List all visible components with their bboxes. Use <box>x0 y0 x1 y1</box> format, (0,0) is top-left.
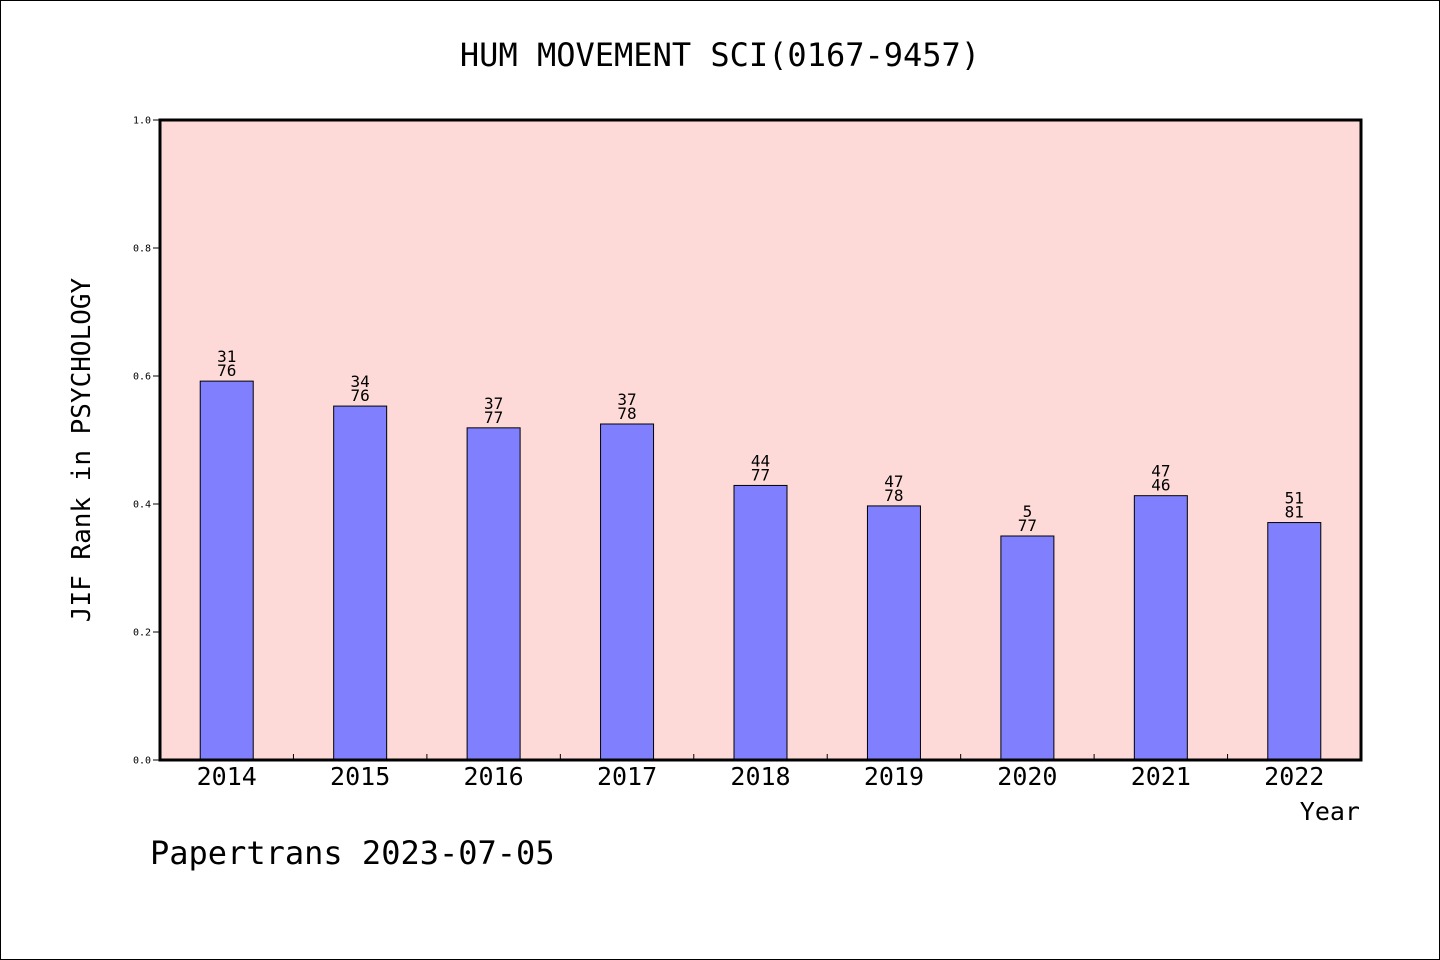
x-tick-label: 2019 <box>864 762 924 791</box>
x-tick-label: 2022 <box>1264 762 1324 791</box>
bar-2015 <box>333 405 388 761</box>
bar-label-rank: 31 <box>217 347 236 366</box>
bar-2020 <box>1000 535 1055 761</box>
bar-label-rank: 47 <box>1151 462 1170 481</box>
y-tick-label: 0.6 <box>133 372 151 383</box>
bar-label-total: 77 <box>751 465 770 484</box>
x-tick-label: 2021 <box>1131 762 1191 791</box>
y-tick-label: 0.0 <box>133 756 151 767</box>
bar-label-total: 76 <box>217 361 236 380</box>
plot-border <box>158 118 1363 762</box>
x-axis-label: Year <box>1300 797 1360 826</box>
bar-label-total: 78 <box>617 404 636 423</box>
bar-2021 <box>1133 495 1188 761</box>
y-tick-label: 0.2 <box>133 628 151 639</box>
bar-label-rank: 34 <box>351 372 370 391</box>
bar-label-total: 77 <box>484 408 503 427</box>
bar-label-rank: 47 <box>884 472 903 491</box>
bar-2018 <box>733 484 788 761</box>
bar-label-total: 77 <box>1018 516 1037 535</box>
x-tick-label: 2016 <box>464 762 524 791</box>
bar-label-rank: 51 <box>1285 489 1304 508</box>
bar-label-rank: 5 <box>1023 502 1033 521</box>
bar-label-rank: 44 <box>751 451 770 470</box>
chart-title: HUM MOVEMENT SCI(0167-9457) <box>460 36 980 74</box>
bar-label-total: 46 <box>1151 476 1170 495</box>
x-tick-label: 2017 <box>597 762 657 791</box>
bar-2019 <box>866 505 921 761</box>
y-axis-ticks: 0.0 0.2 0.4 0.6 0.8 1.0 <box>133 116 160 767</box>
footer-credit: Papertrans 2023-07-05 <box>150 834 555 872</box>
x-tick-label: 2014 <box>197 762 257 791</box>
bar-label-rank: 37 <box>484 394 503 413</box>
y-tick-label: 0.8 <box>133 244 151 255</box>
bar-2022 <box>1267 522 1322 761</box>
bar-label-total: 81 <box>1285 503 1304 522</box>
bar-2014 <box>199 380 254 761</box>
bar-2016 <box>466 427 521 761</box>
x-tick-label: 2015 <box>330 762 390 791</box>
y-tick-label: 0.4 <box>133 500 151 511</box>
y-tick-label: 1.0 <box>133 116 151 127</box>
bar-2017 <box>600 423 655 761</box>
x-axis-ticks: 2014 2015 2016 2017 2018 2019 2020 2021 2022 <box>197 754 1324 791</box>
x-tick-label: 2020 <box>997 762 1057 791</box>
bar-label-total: 78 <box>884 486 903 505</box>
bar-label-rank: 37 <box>617 390 636 409</box>
x-tick-label: 2018 <box>730 762 790 791</box>
bar-label-total: 76 <box>351 386 370 405</box>
y-axis-label: JIF Rank in PSYCHOLOGY <box>67 277 97 622</box>
